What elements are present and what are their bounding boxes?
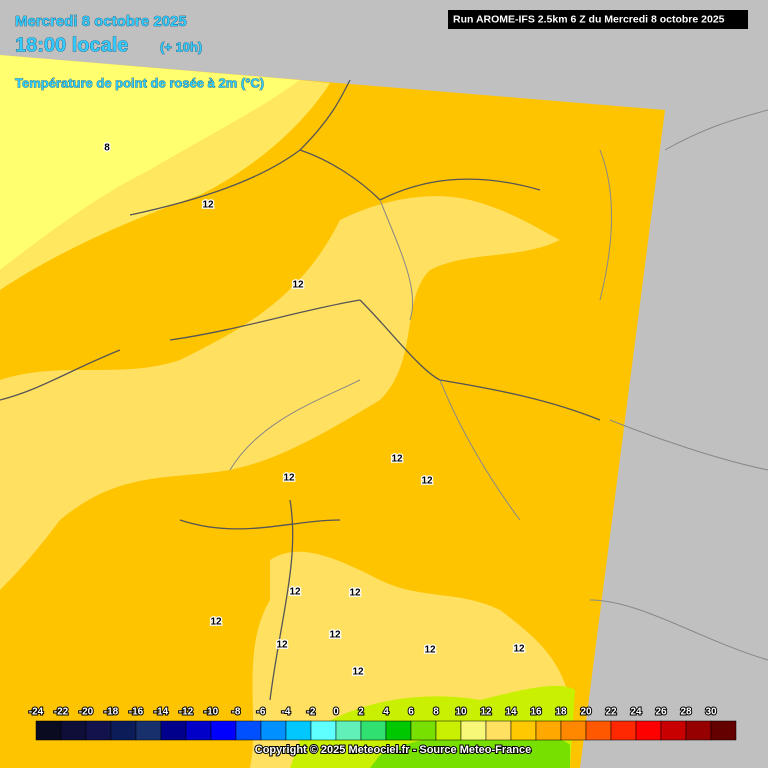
- contour-label: 8: [104, 143, 110, 154]
- contour-label: 12: [349, 588, 361, 599]
- colorbar-swatch: [585, 720, 612, 741]
- contour-label: 12: [202, 200, 214, 211]
- colorbar-swatch: [135, 720, 162, 741]
- colorbar-swatch: [410, 720, 437, 741]
- colorbar-tick-label: -24: [29, 707, 44, 718]
- colorbar-swatch: [310, 720, 337, 741]
- colorbar-swatch: [535, 720, 562, 741]
- dewpoint-area: [0, 80, 330, 290]
- colorbar-swatch: [210, 720, 237, 741]
- colorbar-swatch: [435, 720, 462, 741]
- contour-labels: 8 12 12 12 12 12 12 12 12 12 12 12 12 12: [103, 141, 526, 679]
- contour-label: 12: [289, 587, 301, 598]
- colorbar-swatch: [485, 720, 512, 741]
- contour-label: 12: [283, 473, 295, 484]
- colorbar-tick-label: -8: [232, 707, 241, 718]
- contour-label: 12: [424, 645, 436, 656]
- colorbar-tick-label: -10: [204, 707, 219, 718]
- colorbar-tick-label: -4: [282, 707, 291, 718]
- contour-label: 12: [391, 454, 403, 465]
- colorbar-swatch: [185, 720, 212, 741]
- colorbar-tick-label: 0: [333, 707, 339, 718]
- colorbar-tick-label: -2: [307, 707, 316, 718]
- colorbar-swatch: [35, 720, 62, 741]
- border: [0, 79, 601, 701]
- colorbar-tick-label: 10: [455, 707, 467, 718]
- colorbar-swatch: [685, 720, 712, 741]
- date-label: Mercredi 8 octobre 2025: [15, 13, 187, 30]
- run-label: Run AROME-IFS 2.5km 6 Z du Mercredi 8 oc…: [453, 13, 725, 25]
- colorbar-tick-label: 16: [530, 707, 542, 718]
- colorbar-swatch: [235, 720, 262, 741]
- time-label: 18:00 locale: [15, 34, 128, 56]
- colorbar-tick-label: 2: [358, 707, 364, 718]
- colorbar-swatch: [560, 720, 587, 741]
- colorbar-swatch: [660, 720, 687, 741]
- colorbar-tick-label: 28: [680, 707, 692, 718]
- colorbar-swatch: [160, 720, 187, 741]
- colorbar-tick-label: 6: [408, 707, 414, 718]
- colorbar-swatch: [360, 720, 387, 741]
- colorbar-tick-label: -22: [54, 707, 69, 718]
- colorbar-tick-label: 18: [555, 707, 567, 718]
- colorbar-swatch: [510, 720, 537, 741]
- dewpoint-area: [370, 735, 570, 768]
- colorbar: -24 -22 -20 -18 -16 -14 -12 -10 -8 -6 -4 -2 0 2 4 6 8 10 1…: [28, 706, 737, 741]
- colorbar-swatch: [110, 720, 137, 741]
- offset-label: (+ 10h): [160, 39, 202, 54]
- colorbar-tick-label: 20: [580, 707, 592, 718]
- colorbar-swatch: [60, 720, 87, 741]
- parameter-label: Température de point de rosée à 2m (°C): [15, 75, 264, 90]
- contour-label: 12: [513, 644, 525, 655]
- colorbar-swatch: [85, 720, 112, 741]
- colorbar-swatch: [460, 720, 487, 741]
- contour-label: 12: [292, 280, 304, 291]
- colorbar-tick-label: 30: [705, 707, 717, 718]
- colorbar-tick-label: -6: [257, 707, 266, 718]
- colorbar-tick-label: -14: [154, 707, 169, 718]
- colorbar-tick-label: -20: [79, 707, 94, 718]
- contour-label: 12: [352, 667, 364, 678]
- colorbar-tick-label: -18: [104, 707, 119, 718]
- colorbar-swatch: [335, 720, 362, 741]
- dewpoint-area: [0, 196, 560, 590]
- contour-label: 12: [329, 630, 341, 641]
- dewpoint-area: [0, 55, 300, 270]
- colorbar-swatch: [285, 720, 312, 741]
- colorbar-tick-label: 14: [505, 707, 517, 718]
- colorbar-tick-label: 4: [383, 707, 389, 718]
- copyright: Copyright © 2025 Meteociel.fr - Source M…: [255, 744, 531, 756]
- colorbar-tick-label: -12: [179, 707, 194, 718]
- colorbar-swatch: [385, 720, 412, 741]
- contour-label: 12: [276, 640, 288, 651]
- colorbar-tick-label: 24: [630, 707, 642, 718]
- colorbar-tick-label: -16: [129, 707, 144, 718]
- contour-label: 12: [421, 476, 433, 487]
- run-box: [448, 10, 748, 29]
- colorbar-tick-label: 22: [605, 707, 617, 718]
- contour-label: 12: [210, 617, 222, 628]
- colorbar-swatch: [610, 720, 637, 741]
- colorbar-swatch: [710, 720, 737, 741]
- colorbar-tick-label: 8: [433, 707, 439, 718]
- colorbar-swatch: [260, 720, 287, 741]
- colorbar-tick-label: 12: [480, 707, 492, 718]
- border: [229, 109, 768, 661]
- colorbar-swatch: [635, 720, 662, 741]
- colorbar-tick-label: 26: [655, 707, 667, 718]
